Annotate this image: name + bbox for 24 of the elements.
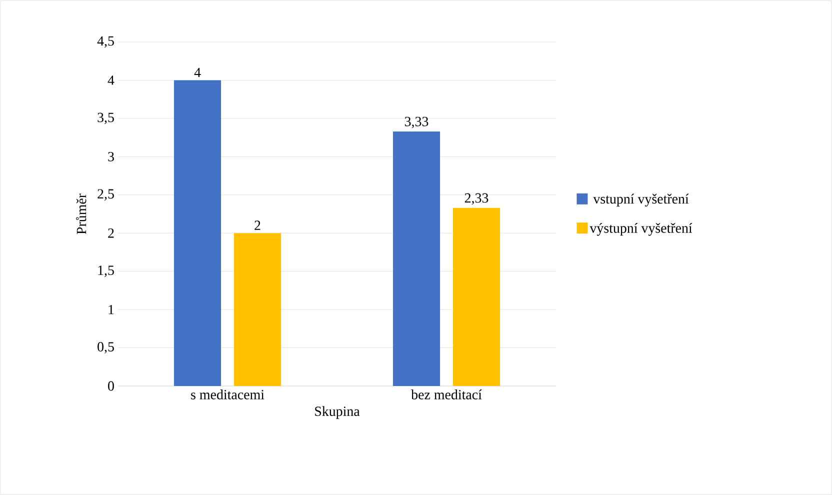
bar <box>452 208 500 386</box>
y-tick-label: 1,5 <box>98 266 114 278</box>
y-axis-title: Průměr <box>76 194 86 234</box>
y-tick-label: 4,5 <box>97 36 114 48</box>
y-tick-label: 3,5 <box>98 112 114 124</box>
bar <box>392 131 440 386</box>
x-tick-label: bez meditací <box>411 390 482 400</box>
legend-label: vstupní vyšetření <box>593 194 689 207</box>
data-label: 2 <box>254 220 260 230</box>
y-tick-label: 4 <box>108 76 114 85</box>
x-axis-title: Skupina <box>315 406 360 419</box>
y-tick-label: 2 <box>108 228 114 238</box>
legend-label: výstupní vyšetření <box>590 222 692 236</box>
x-tick-label: s meditacemi <box>191 390 264 400</box>
y-tick-label: 1 <box>108 304 114 314</box>
data-label: 4 <box>194 68 201 78</box>
y-tick-label: 3 <box>108 152 114 162</box>
bar <box>174 80 222 386</box>
y-tick-label: 0,5 <box>98 342 114 354</box>
data-label: 3,33 <box>404 116 428 128</box>
bar <box>234 233 282 386</box>
y-tick-label: 0 <box>108 381 114 391</box>
data-label: 2,33 <box>464 193 488 205</box>
y-tick-label: 2,5 <box>98 189 114 201</box>
